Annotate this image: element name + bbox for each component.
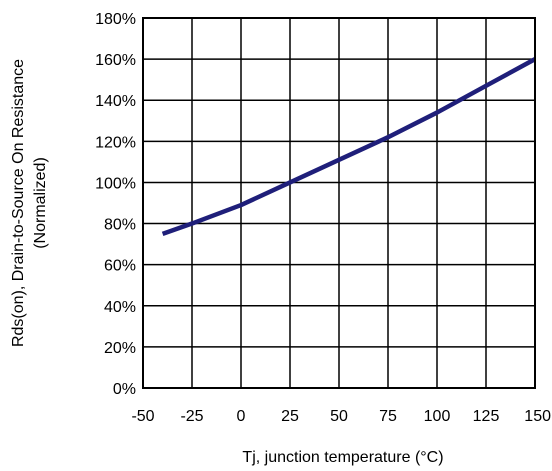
y-tick-label: 0% (113, 381, 136, 398)
y-tick-labels: 0% 20% 40% 60% 80% 100% 120% 140% 160% 180% (95, 11, 136, 398)
x-tick-label: 150 (524, 408, 551, 425)
x-tick-label: 25 (281, 408, 299, 425)
x-tick-label: 0 (237, 408, 246, 425)
y-tick-label: 120% (95, 134, 136, 151)
y-tick-label: 80% (104, 217, 136, 234)
y-tick-label: 100% (95, 175, 136, 192)
x-tick-label: -25 (180, 408, 203, 425)
y-tick-label: 60% (104, 258, 136, 275)
x-tick-label: 50 (330, 408, 348, 425)
y-tick-label: 160% (95, 52, 136, 69)
plot-frame (142, 17, 536, 389)
y-tick-label: 40% (104, 299, 136, 316)
y-tick-label: 20% (104, 340, 136, 357)
x-tick-labels: -50 -25 0 25 50 75 100 125 150 (131, 408, 551, 425)
x-tick-label: 125 (473, 408, 500, 425)
y-axis-title-line-1: Rds(on), Drain-to-Source On Resistance (10, 59, 27, 347)
y-tick-label: 140% (95, 93, 136, 110)
grid (142, 17, 536, 389)
y-tick-label: 180% (95, 11, 136, 28)
series-layer (161, 57, 537, 236)
y-axis-title-line-2: (Normalized) (32, 157, 49, 249)
series-line-0 (161, 57, 537, 236)
x-tick-label: 75 (379, 408, 397, 425)
x-tick-label: -50 (131, 408, 154, 425)
x-axis-title: Tj, junction temperature (°C) (242, 449, 443, 466)
x-tick-label: 100 (424, 408, 451, 425)
